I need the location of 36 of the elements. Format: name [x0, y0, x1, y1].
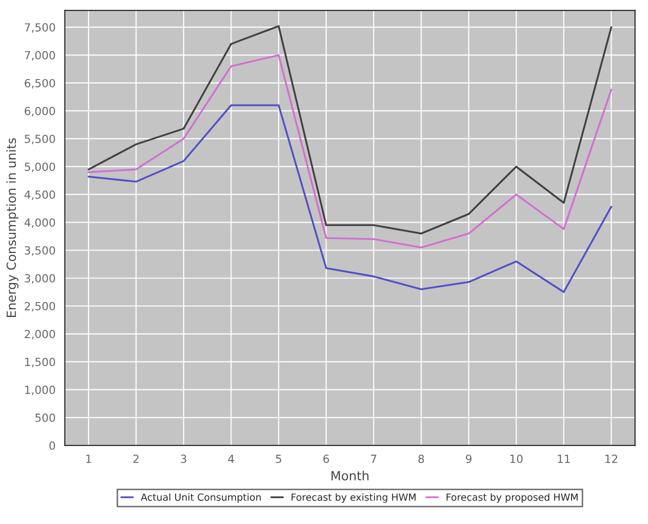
y-tick-label: 6,500	[24, 78, 56, 88]
y-tick-label: 5,000	[24, 162, 56, 172]
y-tick-label: 1,500	[25, 358, 56, 368]
y-tick-label: 2,500	[24, 302, 56, 312]
y-tick-label: 2,000	[24, 330, 56, 340]
y-tick-label: 0	[49, 441, 56, 450]
x-tick-label: 5	[276, 454, 282, 464]
legend-label: Actual Unit Consumption	[140, 493, 261, 503]
x-tick-label: 1	[86, 454, 92, 463]
x-tick-label: 12	[605, 454, 618, 463]
x-tick-label: 4	[228, 454, 234, 463]
y-tick-label: 5,500	[24, 134, 56, 144]
x-tick-label: 6	[323, 454, 329, 464]
y-tick-label: 4,500	[24, 190, 56, 200]
line-series	[88, 104, 612, 293]
x-tick-label: 7	[371, 454, 376, 463]
y-axis-title: Energy Consumption in units	[6, 138, 18, 318]
x-tick-label: 8	[418, 454, 424, 464]
x-tick-label: 3	[180, 454, 186, 464]
y-tick-label: 7,500	[24, 23, 56, 33]
x-tick-label: 11	[558, 454, 570, 463]
x-tick-label: 9	[466, 454, 472, 464]
line-series	[88, 25, 612, 234]
y-tick-label: 3,000	[24, 274, 56, 284]
legend-label: Forecast by existing HWM	[292, 493, 416, 503]
y-tick-label: 1,000	[25, 386, 56, 396]
y-tick-label: 500	[35, 413, 56, 422]
line-series	[88, 54, 612, 248]
x-tick-label: 10	[510, 454, 523, 464]
y-tick-label: 6,000	[24, 106, 56, 116]
x-tick-label: 2	[133, 454, 138, 463]
legend-label: Forecast by proposed HWM	[446, 493, 578, 503]
y-tick-label: 3,500	[24, 246, 56, 256]
x-axis-title: Month	[332, 470, 368, 480]
y-tick-label: 4,000	[24, 218, 56, 228]
y-tick-label: 7,000	[24, 51, 56, 61]
